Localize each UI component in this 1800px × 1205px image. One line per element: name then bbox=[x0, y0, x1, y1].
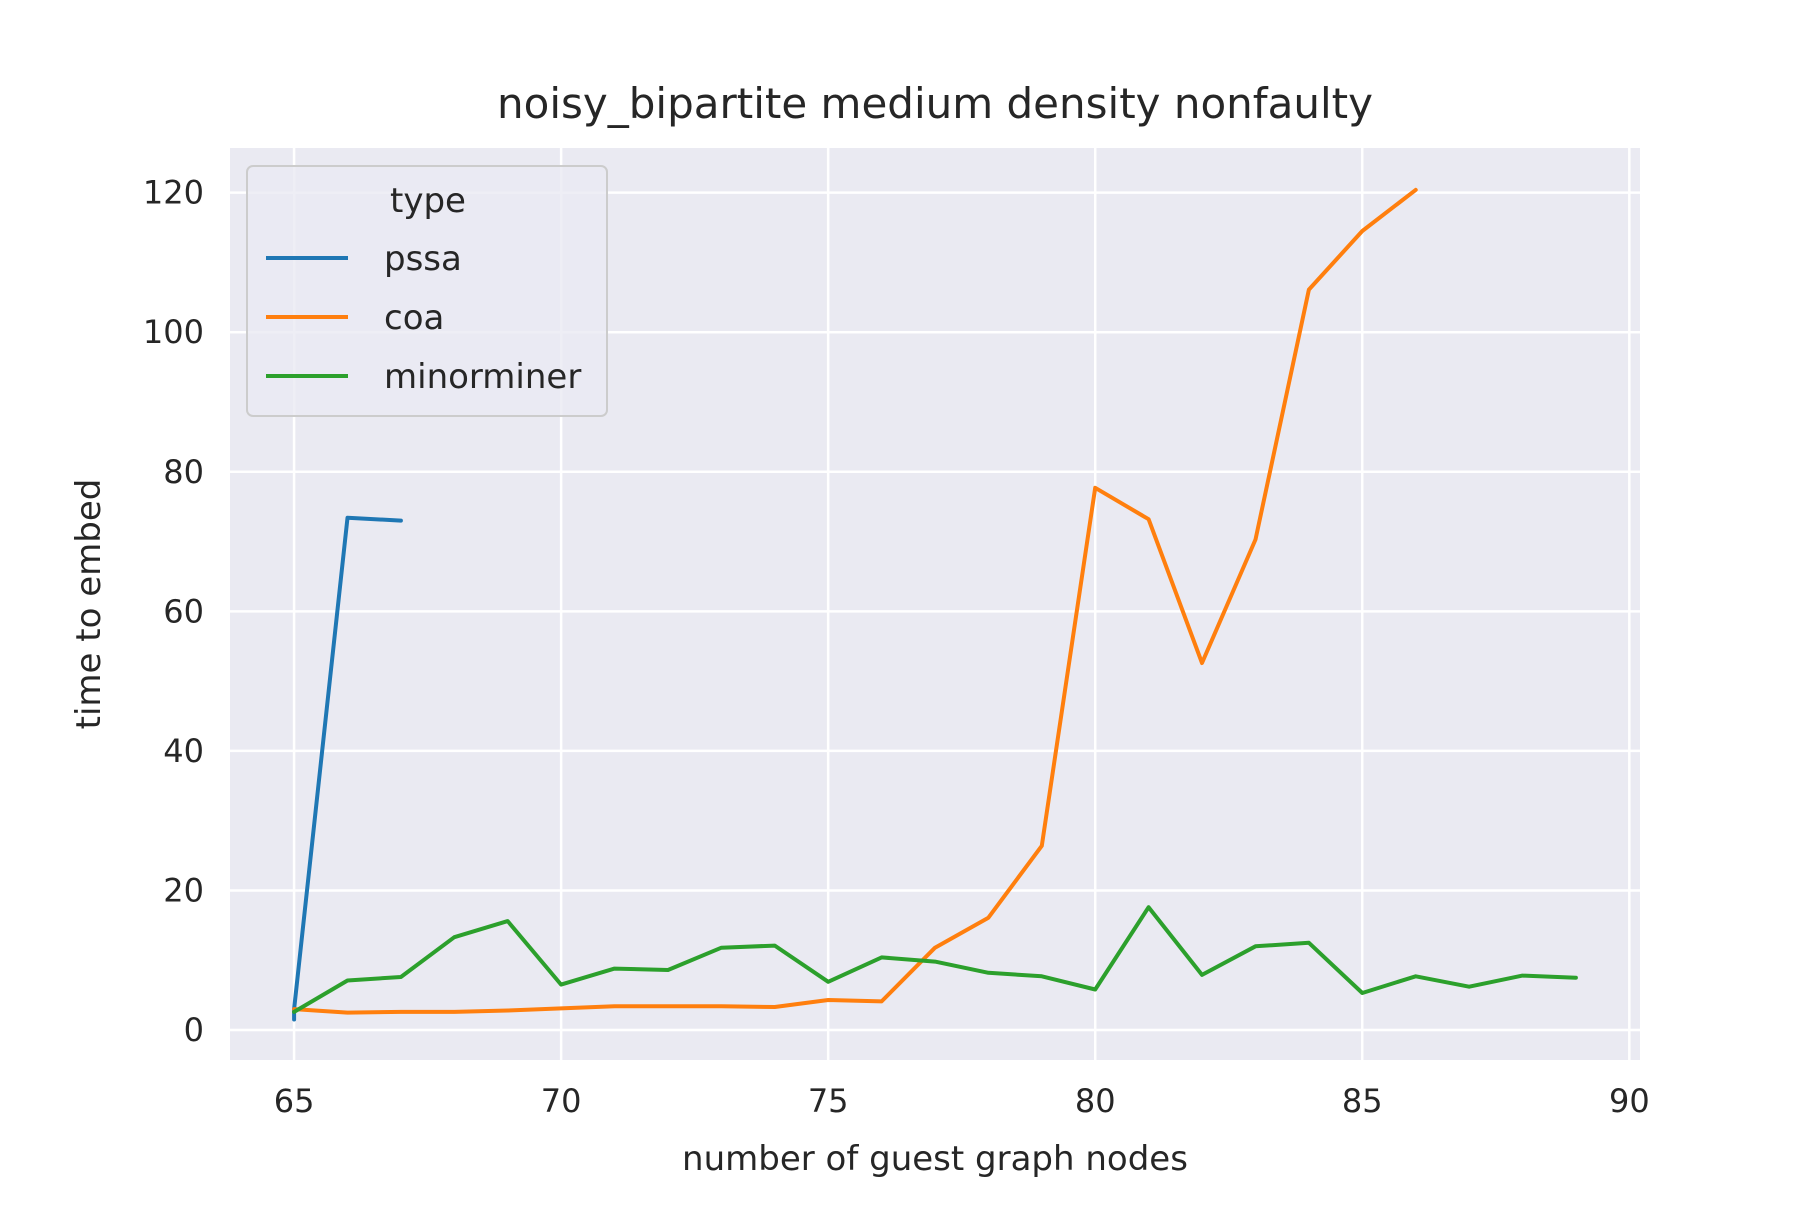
series-line-pssa bbox=[292, 515, 403, 1022]
tick-labels: 65 70 75 80 85 90 0 20 40 60 80 100 120 bbox=[143, 174, 1650, 1120]
legend: type pssa coa minorminer bbox=[246, 165, 608, 417]
chart-title: noisy_bipartite medium density nonfaulty bbox=[497, 79, 1373, 128]
series-lines bbox=[292, 187, 1578, 1022]
legend-label-coa: coa bbox=[384, 298, 444, 338]
y-tick-label: 20 bbox=[163, 871, 204, 909]
x-tick-label: 90 bbox=[1609, 1082, 1650, 1120]
x-axis-label: number of guest graph nodes bbox=[682, 1139, 1188, 1179]
y-tick-label: 60 bbox=[163, 592, 204, 630]
y-tick-label: 120 bbox=[143, 174, 204, 212]
x-tick-label: 70 bbox=[541, 1082, 582, 1120]
x-tick-label: 85 bbox=[1342, 1082, 1383, 1120]
legend-title: type bbox=[390, 181, 466, 221]
y-tick-label: 100 bbox=[143, 313, 204, 351]
y-axis-label: time to embed bbox=[69, 479, 109, 730]
legend-label-minorminer: minorminer bbox=[384, 357, 581, 397]
y-tick-label: 80 bbox=[163, 453, 204, 491]
series-line-minorminer bbox=[292, 905, 1578, 1014]
series-line-coa bbox=[292, 187, 1418, 1015]
x-tick-label: 75 bbox=[808, 1082, 849, 1120]
y-tick-label: 40 bbox=[163, 732, 204, 770]
legend-label-pssa: pssa bbox=[384, 239, 462, 279]
x-tick-label: 80 bbox=[1075, 1082, 1116, 1120]
legend-entries: pssa coa minorminer bbox=[266, 239, 581, 397]
x-tick-label: 65 bbox=[274, 1082, 315, 1120]
y-tick-label: 0 bbox=[184, 1011, 204, 1049]
legend-box bbox=[246, 165, 608, 417]
